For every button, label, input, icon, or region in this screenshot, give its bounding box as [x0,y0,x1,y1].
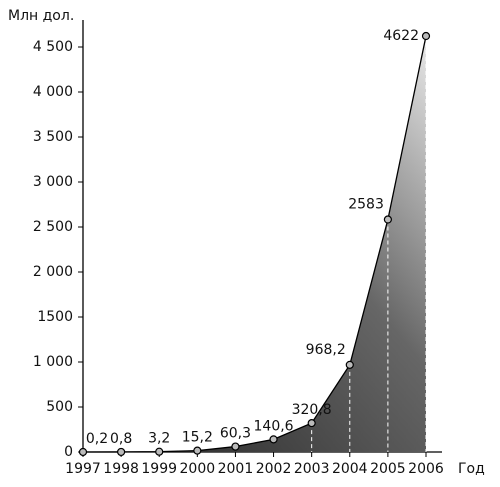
data-label: 3,2 [148,431,170,447]
y-tick-label: 0 [64,444,73,460]
x-tick-label: 1999 [141,461,177,477]
point [78,447,88,457]
point [345,360,354,369]
x-tick-label: 2006 [408,461,444,477]
point [269,435,278,444]
y-tick-label: 1 000 [33,354,73,370]
line [82,35,427,453]
x-tick-label: 1997 [65,461,101,477]
point [117,447,126,457]
y-tick-label: 4 500 [33,39,73,55]
point [307,419,316,428]
x-tick-label: 2001 [218,461,254,477]
point [383,215,392,224]
data-label: 4622 [383,28,419,44]
x-tick-label: 2002 [256,461,292,477]
point [155,447,164,456]
data-label: 320,8 [292,402,332,418]
x-tick-label: 1998 [103,461,139,477]
y-tick-label: 500 [46,399,73,415]
y-tick-label: 2 000 [33,264,73,280]
data-label: 60,3 [220,426,251,442]
y-tick-label: 2 500 [33,219,73,235]
point [231,442,240,451]
data-label: 2583 [348,197,384,213]
y-tick-label: 4 000 [33,84,73,100]
y-tick-label: 1500 [37,309,73,325]
x-axis-label: Год [458,461,485,477]
data-label: 140,6 [254,418,294,434]
data-label: 15,2 [182,430,213,446]
x-tick-label: 2004 [332,461,368,477]
y-tick-label: 3 000 [33,174,73,190]
y-axis-label: Млн дол. [8,8,74,24]
x-tick-label: 2005 [370,461,406,477]
data-label: 968,2 [306,342,346,358]
y-tick-label: 3 500 [33,129,73,145]
point [193,446,202,455]
data-label: 0,8 [110,431,132,447]
data-label: 0,2 [86,431,108,447]
x-tick-label: 2003 [294,461,330,477]
point [421,31,431,41]
area [83,36,426,453]
x-tick-label: 2000 [180,461,216,477]
